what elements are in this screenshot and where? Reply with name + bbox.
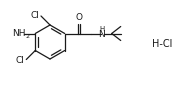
Text: 2: 2 [25,34,29,39]
Text: H-Cl: H-Cl [152,39,172,49]
Text: NH: NH [12,28,26,37]
Text: Cl: Cl [16,56,25,65]
Text: H: H [99,26,104,31]
Text: O: O [75,13,82,22]
Text: N: N [98,30,105,39]
Text: Cl: Cl [31,10,39,20]
